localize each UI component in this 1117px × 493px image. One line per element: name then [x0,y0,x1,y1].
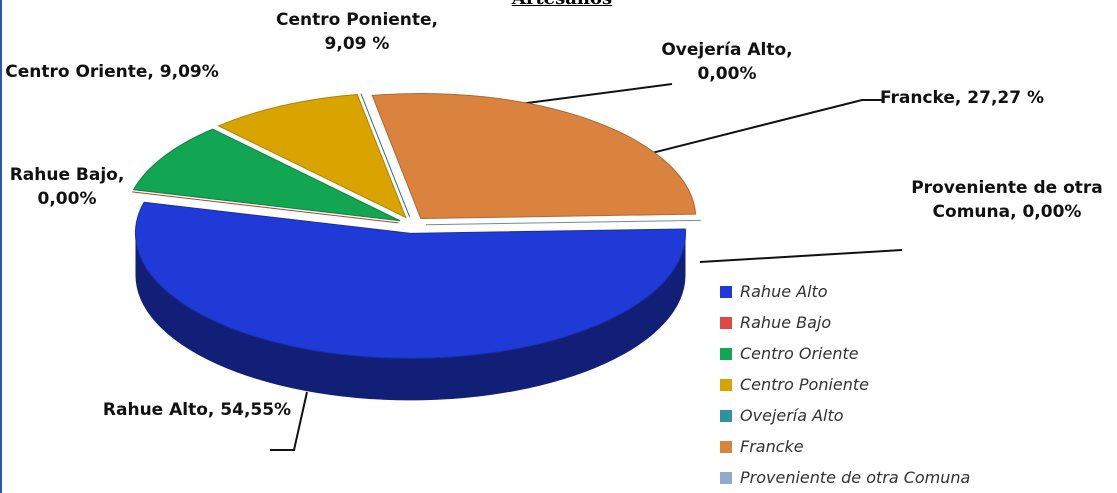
leader-line [631,99,882,159]
slice [134,201,686,359]
legend-swatch [720,285,732,298]
slice-side [135,233,686,401]
chart-title: Artesanos [482,0,642,9]
data-label: Centro Poniente, 9,09 % [275,10,439,54]
data-label: Rahue Alto, 54,55% [102,400,292,420]
data-label: Ovejería Alto, 0,00% [661,40,793,84]
legend-label: Rahue Bajo [740,313,832,332]
legend-swatch [720,409,732,422]
legend-label: Centro Poniente [740,375,870,394]
legend-item: Francke [720,431,970,462]
slice-sides [135,233,686,401]
legend-label: Proveniente de otra Comuna [740,468,971,487]
legend-item: Centro Oriente [720,338,970,369]
legend-label: Centro Oriente [740,344,859,363]
slice [131,191,399,224]
legend: Rahue Alto Rahue Bajo Centro Oriente Centro… [720,276,970,493]
legend-item: Ovejería Alto [720,400,970,431]
legend-swatch [720,378,732,391]
legend-item: Rahue Bajo [720,307,970,338]
legend-item: Proveniente de otra Comuna [720,462,970,493]
legend-label: Francke [740,437,804,456]
legend-swatch [720,440,732,453]
data-label: Rahue Bajo, 0,00% [9,165,125,209]
legend-item: Centro Poniente [720,369,970,400]
legend-label: Rahue Alto [740,282,828,301]
leader-line [270,391,308,451]
legend-item: Rahue Alto [720,276,970,307]
slice [371,92,697,219]
slice [132,128,401,222]
legend-swatch [720,316,732,329]
legend-label: Ovejería Alto [740,406,844,425]
data-label: Centro Oriente, 9,09% [5,62,219,82]
leader-line [699,249,903,263]
legend-swatch [720,471,732,484]
slice [360,93,410,217]
data-label: Francke, 27,27 % [879,88,1045,108]
slice [425,219,701,226]
legend-swatch [720,347,732,360]
slice-tops [131,92,701,359]
slice [217,93,407,219]
data-label: Proveniente de otra Comuna, 0,00% [911,178,1103,222]
